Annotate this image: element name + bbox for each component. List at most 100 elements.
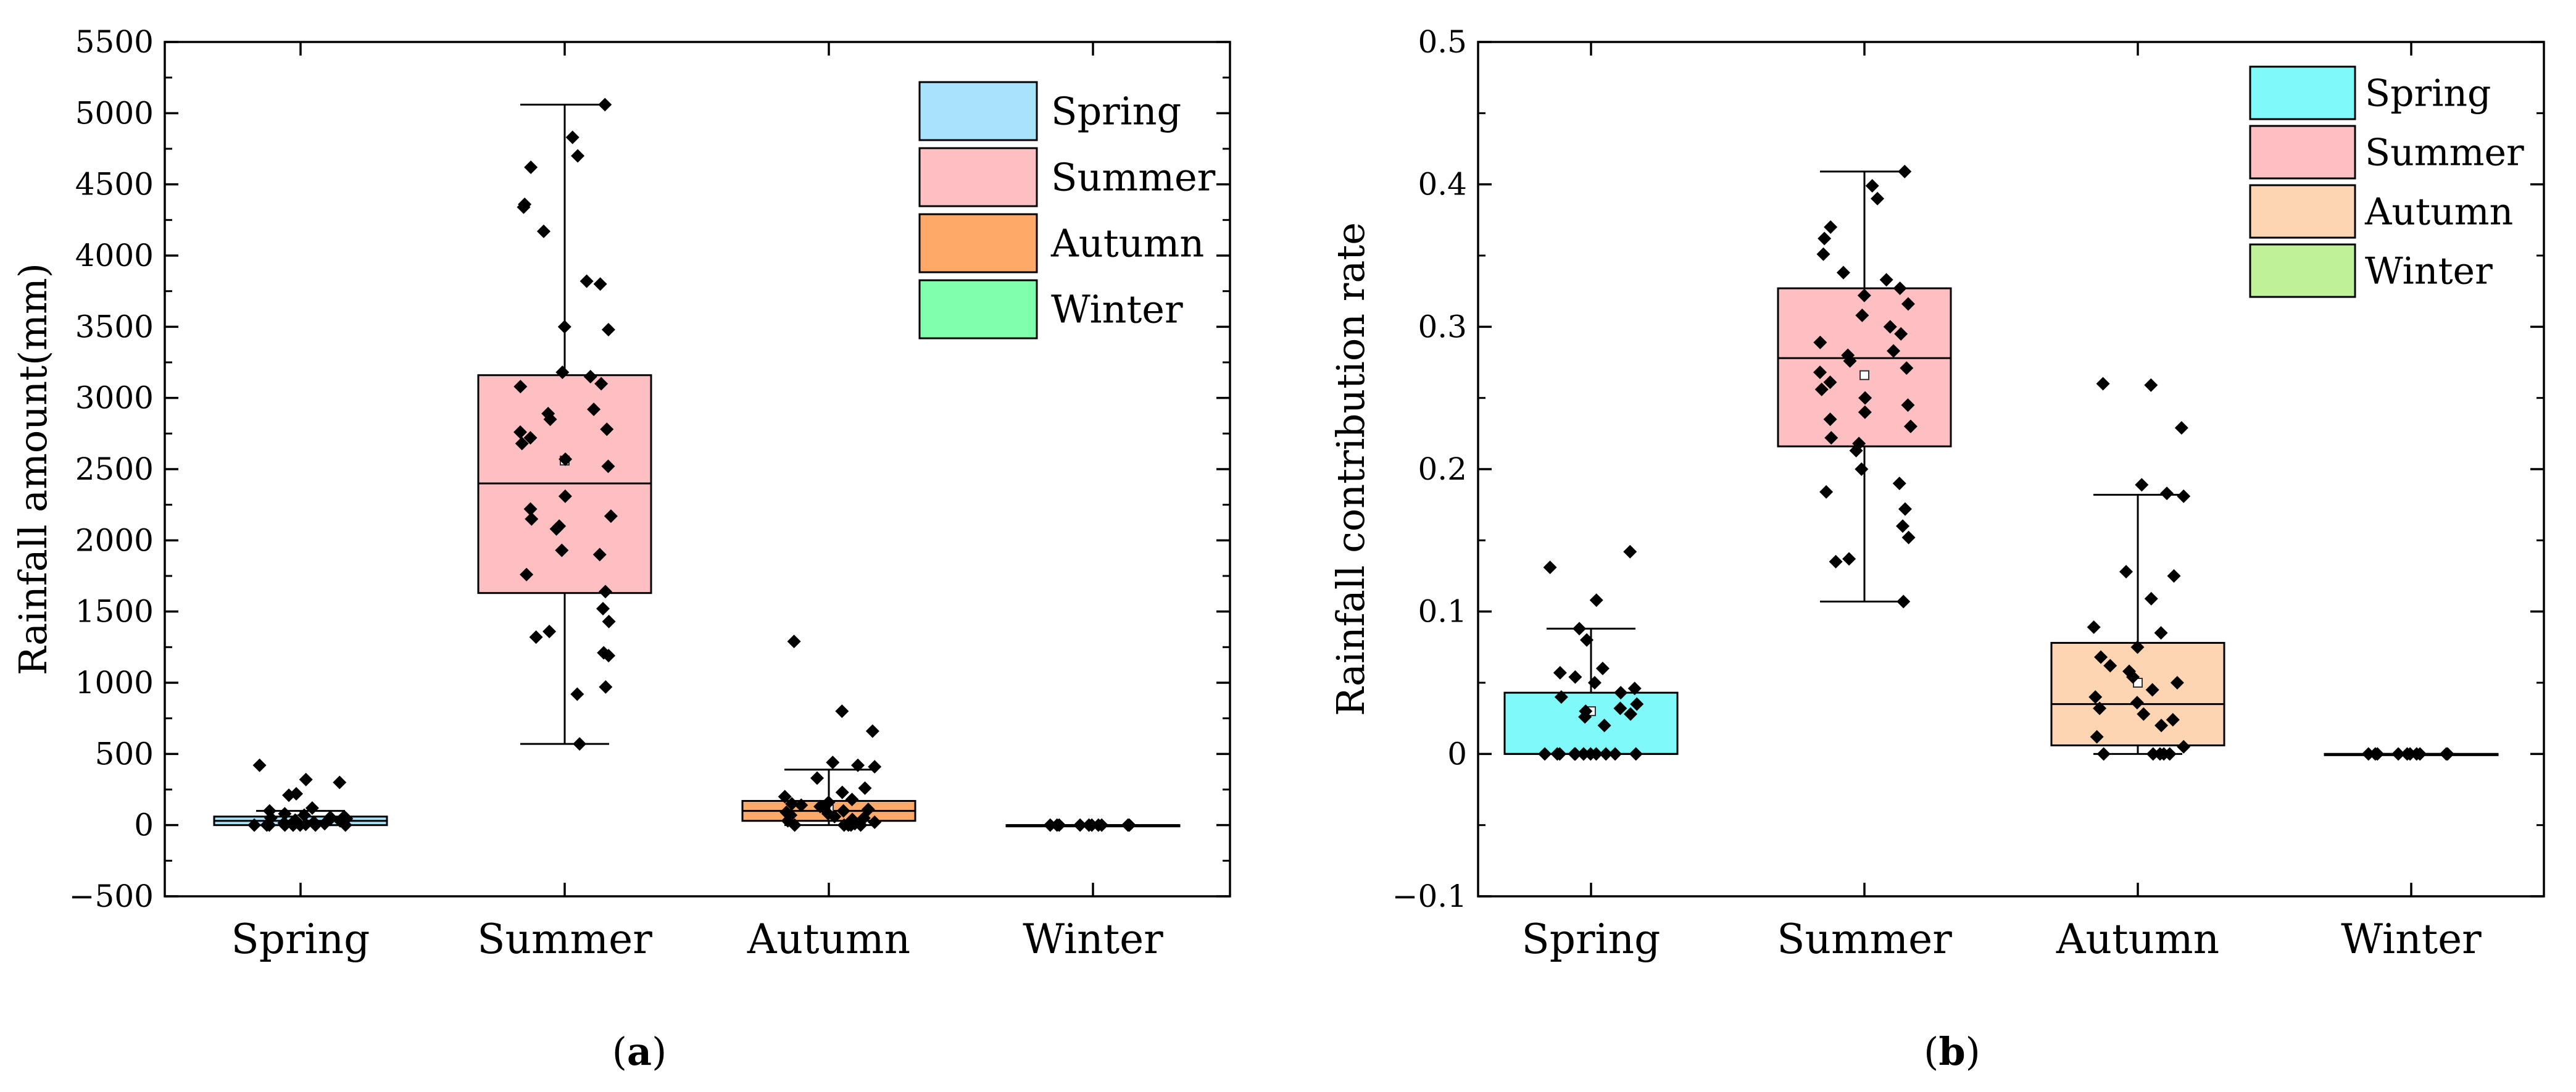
- data-point: [1818, 231, 1832, 246]
- data-point: [2146, 747, 2160, 761]
- data-point: [594, 377, 609, 391]
- y-tick-label: 4000: [75, 238, 154, 273]
- legend-label-spring: Spring: [1051, 89, 1181, 134]
- data-point: [601, 322, 615, 336]
- data-point: [2093, 701, 2107, 715]
- data-point: [1553, 747, 1567, 761]
- data-point: [828, 809, 842, 823]
- data-point: [252, 758, 267, 772]
- data-point: [558, 489, 572, 503]
- data-point: [1587, 676, 1602, 690]
- data-point: [1543, 561, 1557, 575]
- x-tick-label: Autumn: [747, 915, 910, 963]
- data-point: [1568, 747, 1582, 761]
- data-point: [247, 818, 262, 832]
- data-point: [2167, 569, 2181, 583]
- data-point: [600, 422, 614, 436]
- box-autumn: [741, 635, 916, 832]
- data-point: [2409, 747, 2424, 761]
- data-point: [599, 680, 613, 694]
- data-point: [2170, 676, 2184, 690]
- data-point: [841, 818, 855, 832]
- y-tick-label: 2000: [75, 522, 154, 558]
- data-point: [525, 512, 539, 526]
- data-point: [845, 793, 859, 807]
- data-point: [1879, 273, 1893, 287]
- data-point: [1883, 320, 1897, 334]
- data-point: [1858, 405, 1872, 419]
- box-autumn: [2050, 377, 2225, 761]
- data-point: [835, 704, 849, 719]
- data-point: [286, 818, 301, 832]
- data-point: [858, 781, 872, 795]
- data-point: [524, 160, 538, 174]
- data-point: [1871, 191, 1885, 206]
- data-point: [1843, 354, 1857, 368]
- data-point: [1903, 419, 1917, 433]
- data-point: [1589, 593, 1603, 607]
- data-point: [559, 452, 573, 466]
- data-point: [587, 402, 601, 417]
- data-point: [592, 548, 607, 562]
- data-point: [1855, 462, 1869, 476]
- data-point: [1849, 444, 1863, 458]
- y-tick-label: 500: [95, 736, 154, 772]
- y-axis-label: Rainfall amount(mm): [10, 263, 56, 675]
- y-tick-label: 1500: [75, 594, 154, 630]
- data-point: [515, 436, 529, 451]
- data-point: [1578, 710, 1592, 724]
- data-point: [2090, 730, 2104, 744]
- y-tick-label: 3500: [75, 309, 154, 344]
- data-point: [601, 459, 615, 473]
- y-tick-label: 5000: [75, 95, 154, 131]
- data-point: [1858, 391, 1872, 405]
- data-point: [338, 818, 352, 832]
- legend-label-autumn: Autumn: [1050, 221, 1204, 266]
- data-point: [778, 790, 792, 804]
- data-point: [1857, 288, 1871, 302]
- panel-label: (a): [612, 1029, 667, 1074]
- data-point: [598, 98, 612, 112]
- data-point: [826, 756, 840, 770]
- x-tick-label: Spring: [231, 915, 370, 963]
- data-point: [2177, 489, 2191, 503]
- data-point: [1613, 701, 1627, 715]
- y-tick-label: 0: [1447, 736, 1467, 772]
- chart-panel-b: −0.1 0 0.1 0.2 0.3 0.4 0.5 Spring Summer Autumn Wi…: [1328, 24, 2545, 1074]
- y-tick-label: −0.1: [1392, 878, 1467, 914]
- x-tick-label: Spring: [1522, 915, 1661, 963]
- data-point: [2361, 747, 2375, 761]
- data-point: [596, 602, 610, 616]
- data-point: [794, 798, 808, 812]
- data-point: [333, 775, 347, 790]
- legend: Spring Summer Autumn Winter: [918, 81, 1216, 340]
- data-point: [593, 277, 607, 291]
- legend-label-summer: Summer: [2365, 131, 2524, 175]
- data-point: [2160, 486, 2174, 501]
- data-point: [851, 758, 865, 772]
- y-tick-label: 0: [134, 807, 154, 843]
- data-point: [1614, 686, 1628, 700]
- data-point: [1814, 382, 1829, 396]
- legend-swatch-winter: [918, 279, 1038, 340]
- data-point: [2126, 670, 2140, 684]
- data-point: [2135, 478, 2149, 492]
- data-point: [602, 614, 616, 628]
- data-point: [1901, 398, 1915, 412]
- data-point: [787, 635, 801, 649]
- y-axis-label: Rainfall contribution rate: [1328, 222, 1373, 716]
- data-point: [1897, 594, 1911, 609]
- data-point: [293, 818, 307, 832]
- y-tick-label: −500: [69, 878, 154, 914]
- panel-label: (b): [1924, 1029, 1980, 1074]
- legend-swatch-autumn: [918, 213, 1038, 273]
- legend-label-winter: Winter: [1051, 287, 1183, 332]
- data-point: [1896, 519, 1910, 533]
- box-spring: [213, 758, 388, 832]
- x-tick-label: Summer: [477, 915, 652, 963]
- data-point: [1627, 681, 1642, 696]
- data-point: [580, 274, 594, 288]
- data-point: [2119, 565, 2134, 579]
- data-point: [1898, 502, 1912, 516]
